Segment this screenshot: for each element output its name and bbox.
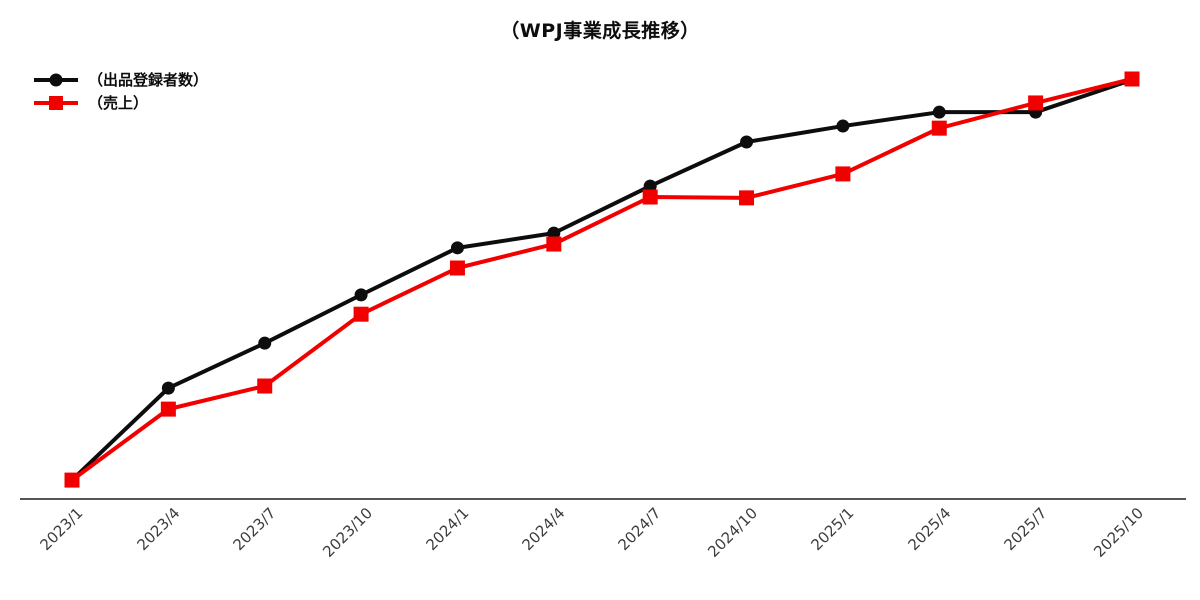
legend: （出品登録者数） （売上） bbox=[33, 68, 208, 114]
data-point-marker bbox=[1028, 95, 1044, 111]
data-point-marker bbox=[546, 236, 562, 252]
legend-label: （売上） bbox=[88, 93, 149, 112]
data-point-marker bbox=[642, 189, 658, 205]
series-line-registrations bbox=[70, 77, 1133, 482]
data-point-marker bbox=[547, 226, 561, 240]
data-point-marker bbox=[931, 120, 947, 136]
data-point-marker bbox=[257, 378, 273, 394]
chart-title: （WPJ事業成長推移） bbox=[500, 20, 700, 42]
data-point-marker bbox=[353, 306, 369, 322]
data-point-marker bbox=[160, 401, 176, 417]
data-point-marker bbox=[161, 381, 175, 395]
line-circle-marker-icon bbox=[33, 71, 79, 89]
data-point-marker bbox=[449, 260, 465, 276]
data-point-marker bbox=[64, 472, 80, 488]
data-point-marker bbox=[450, 241, 464, 255]
legend-item-registrations: （出品登録者数） bbox=[33, 68, 208, 91]
data-point-marker bbox=[258, 336, 272, 350]
data-point-marker bbox=[1124, 71, 1140, 87]
data-point-marker bbox=[836, 119, 850, 133]
data-point-marker bbox=[643, 179, 657, 193]
data-point-marker bbox=[835, 166, 851, 182]
legend-label: （出品登録者数） bbox=[88, 70, 209, 89]
data-point-marker bbox=[354, 288, 368, 302]
data-point-marker bbox=[739, 190, 755, 206]
data-point-marker bbox=[740, 135, 754, 149]
legend-item-sales: （売上） bbox=[33, 91, 208, 114]
series-line-sales bbox=[70, 77, 1133, 482]
data-point-marker bbox=[932, 105, 946, 119]
line-square-marker-icon bbox=[33, 94, 79, 112]
